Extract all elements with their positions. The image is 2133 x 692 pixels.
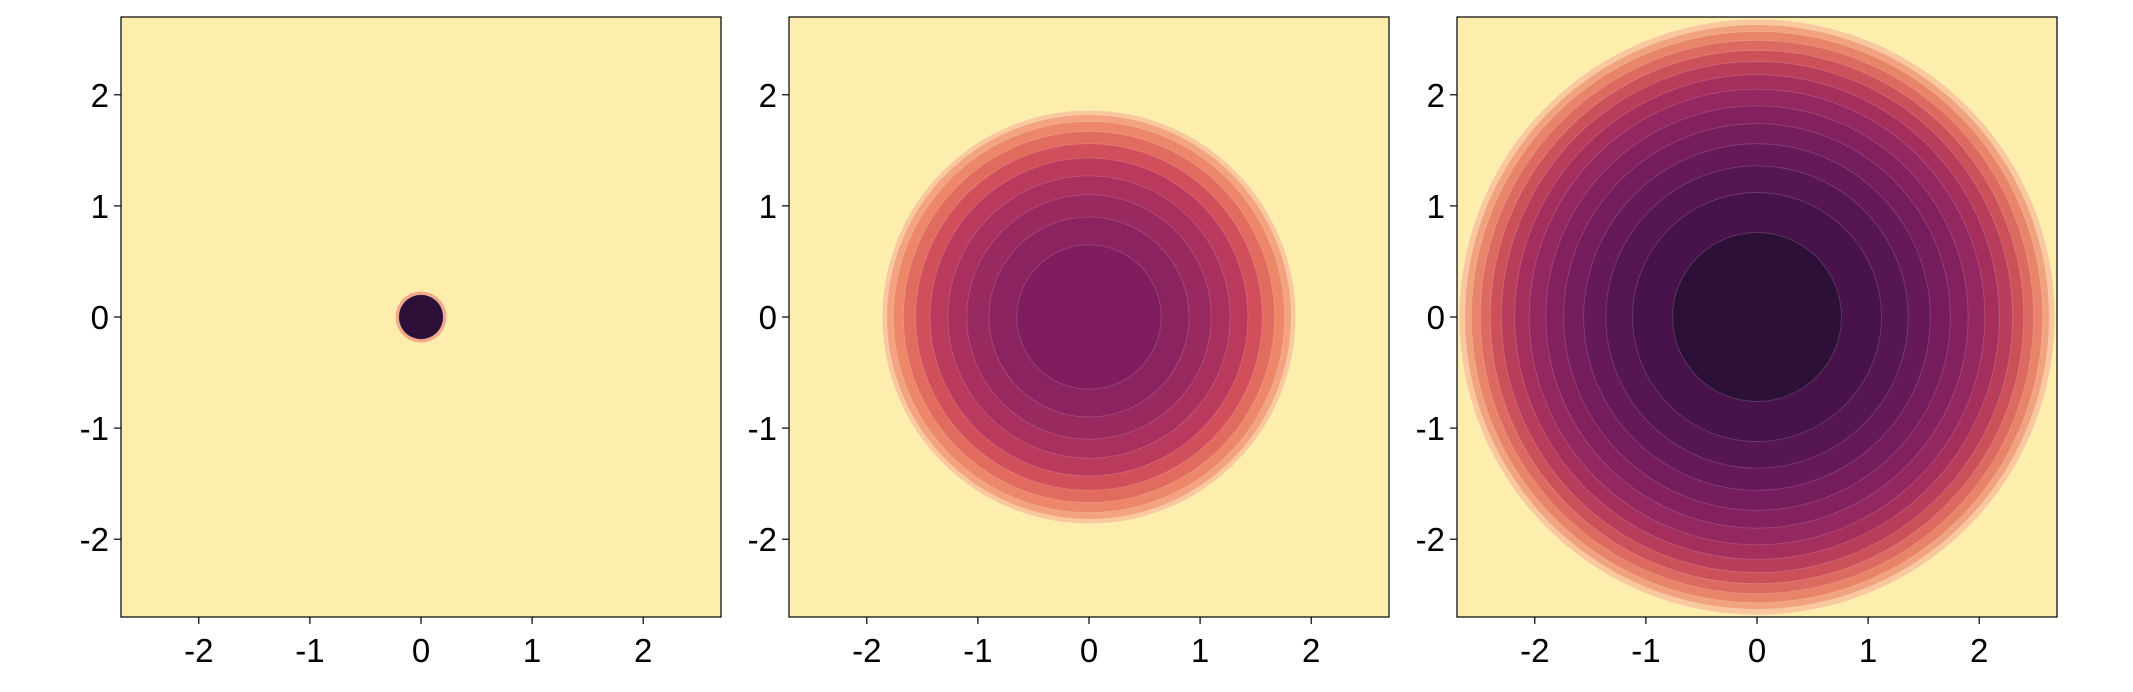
panel-1-x-tick-label-2: 2: [634, 632, 652, 669]
panel-3-x-tick-label--2: -2: [1520, 632, 1549, 669]
panel-2-x-tick-label-1: 1: [1191, 632, 1209, 669]
panel-3-contour-level-14: [1672, 232, 1842, 402]
panel-3-x-tick-label-1: 1: [1859, 632, 1877, 669]
panel-3-y-tick-label--2: -2: [1416, 521, 1445, 558]
panel-3-x-tick-label--1: -1: [1631, 632, 1660, 669]
panel-3-y-tick-label-0: 0: [1427, 299, 1445, 336]
panel-1-contours: [395, 291, 447, 343]
panel-2-y-tick-label-1: 1: [759, 188, 777, 225]
panel-3-y-tick-label-2: 2: [1427, 77, 1445, 114]
panel-2-contours: [881, 109, 1297, 525]
panel-1-contour-level-2: [398, 294, 444, 340]
panel-2-x-tick-label--1: -1: [963, 632, 992, 669]
panel-1-x-tick-label--2: -2: [184, 632, 213, 669]
panel-1-y-tick-label--2: -2: [80, 521, 109, 558]
panel-1-x-tick-label-0: 0: [412, 632, 430, 669]
panel-2-y-tick-label--1: -1: [748, 410, 777, 447]
panel-3-x-tick-label-0: 0: [1748, 632, 1766, 669]
panel-2-x-tick-label--2: -2: [852, 632, 881, 669]
panel-2-x-tick-label-2: 2: [1302, 632, 1320, 669]
panel-2: -2 -1 0 1 2 -2 -1 0 1 2: [748, 16, 1390, 669]
panel-1-x-tick-label--1: -1: [295, 632, 324, 669]
panel-2-y-tick-label--2: -2: [748, 521, 777, 558]
panel-2-y-tick-label-0: 0: [759, 299, 777, 336]
panel-1-y-tick-label-0: 0: [91, 299, 109, 336]
panel-1-y-tick-label--1: -1: [80, 410, 109, 447]
panel-3-x-tick-label-2: 2: [1970, 632, 1988, 669]
panel-3: -2 -1 0 1 2 -2 -1 0 1 2: [1416, 16, 2058, 669]
panel-3-y-tick-label--1: -1: [1416, 410, 1445, 447]
panel-3-contours: [1458, 18, 2056, 616]
panel-2-x-tick-label-0: 0: [1080, 632, 1098, 669]
panel-1-x-tick-label-1: 1: [523, 632, 541, 669]
panel-3-y-tick-label-1: 1: [1427, 188, 1445, 225]
panel-1-y-tick-label-2: 2: [91, 77, 109, 114]
panel-1: -2 -1 0 1 2 -2 -1 0 1 2: [80, 16, 722, 669]
panel-2-contour-level-10: [1016, 244, 1162, 390]
panel-2-y-tick-label-2: 2: [759, 77, 777, 114]
panel-1-y-tick-label-1: 1: [91, 188, 109, 225]
